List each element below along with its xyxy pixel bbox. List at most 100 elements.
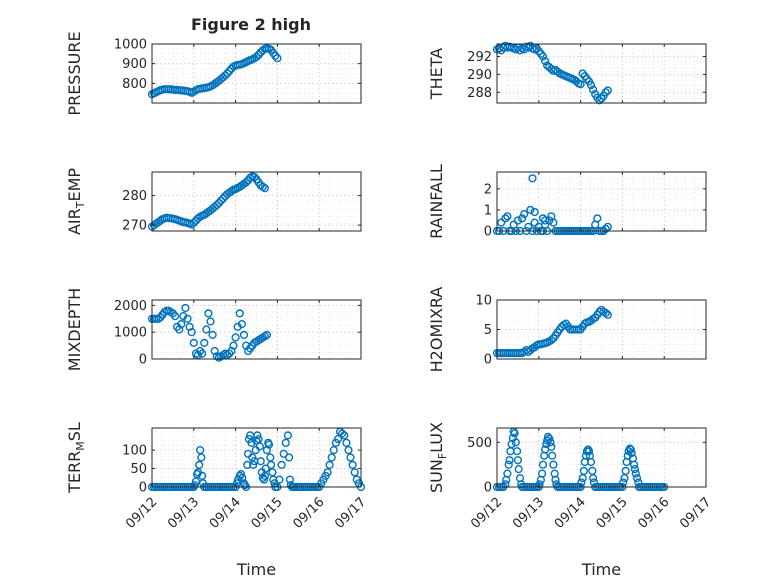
- data-point: [237, 320, 247, 329]
- data-point: [631, 469, 640, 478]
- data-point: [619, 478, 628, 487]
- data-point: [212, 200, 221, 210]
- data-point: [271, 51, 280, 60]
- x-axis-label: Time: [236, 560, 276, 579]
- y-axis-label-text: LUX: [427, 422, 446, 453]
- data-point: [236, 470, 246, 479]
- data-point: [223, 69, 232, 78]
- data-point: [200, 338, 209, 348]
- data-point: [524, 222, 533, 231]
- x-tick-label: 09/16: [290, 495, 327, 532]
- data-point: [219, 194, 228, 203]
- data-point: [190, 481, 199, 490]
- data-point: [262, 330, 272, 340]
- data-point: [238, 473, 247, 482]
- data-point: [204, 309, 213, 318]
- x-tick-label: 09/13: [165, 495, 202, 532]
- y-tick-label: 800: [122, 77, 147, 92]
- data-point: [593, 214, 602, 223]
- data-point: [285, 453, 294, 462]
- data-point: [538, 52, 548, 61]
- data-point: [501, 214, 510, 223]
- data-point: [193, 214, 203, 223]
- y-axis-label: TERRMSL: [65, 422, 87, 494]
- data-point: [627, 448, 636, 458]
- y-tick-label: 280: [122, 189, 147, 204]
- data-point: [279, 449, 288, 458]
- data-point: [156, 216, 165, 225]
- data-point: [261, 464, 270, 473]
- y-axis-label-text: RAINFALL: [427, 164, 446, 239]
- data-point: [505, 456, 514, 465]
- data-point: [258, 473, 267, 482]
- data-point: [545, 434, 554, 443]
- y-axis-label-subscript: T: [74, 201, 87, 209]
- data-point: [189, 218, 198, 227]
- y-tick-label: 900: [122, 57, 147, 72]
- x-axis-label: Time: [581, 560, 621, 579]
- data-point: [547, 442, 556, 451]
- x-tick-label: 09/17: [332, 495, 369, 532]
- data-point: [621, 466, 630, 476]
- data-point: [626, 445, 635, 454]
- data-point: [275, 475, 284, 484]
- axes-frame: [151, 427, 362, 488]
- y-tick-label: 290: [467, 68, 492, 83]
- data-point: [329, 446, 338, 455]
- y-tick-label: 0: [139, 481, 147, 496]
- axes-frame: [496, 43, 707, 104]
- data-point: [514, 465, 523, 474]
- data-point: [528, 174, 537, 183]
- data-point: [350, 468, 359, 477]
- data-point: [548, 451, 557, 460]
- data-point: [193, 350, 203, 360]
- subplot-h2omixra: 0 5 10 H2OMIXRA: [427, 287, 707, 373]
- data-point: [538, 460, 548, 469]
- data-point: [227, 187, 236, 196]
- y-axis-label-text: SUN: [427, 459, 446, 493]
- y-axis-label: H2OMIXRA: [427, 287, 446, 373]
- x-tick-label: 09/14: [207, 495, 244, 532]
- data-point: [576, 80, 585, 89]
- data-point: [586, 457, 596, 467]
- data-point: [513, 216, 523, 225]
- axes-frame: [151, 171, 362, 232]
- data-point: [253, 431, 262, 440]
- data-point: [267, 460, 276, 470]
- data-point: [338, 429, 347, 438]
- data-point: [501, 480, 510, 489]
- data-point: [239, 330, 249, 340]
- subplot-pressure: 800 900 1000 PRESSURE: [65, 31, 362, 116]
- y-tick-label: 50: [130, 462, 147, 477]
- y-tick-label: 1000: [114, 326, 147, 341]
- subplot-terrmsl: 0 50 100 09/12 09/13 09/14 09/15 09/16 09/17 TERR…: [65, 422, 369, 579]
- data-point: [197, 453, 206, 462]
- y-axis-label-text: MIXDEPTH: [65, 288, 84, 371]
- data-point: [170, 312, 180, 321]
- data-point: [285, 475, 295, 484]
- data-point: [242, 178, 251, 187]
- x-tick-label: 09/12: [123, 495, 160, 532]
- y-axis-label: PRESSURE: [65, 31, 84, 115]
- data-point: [283, 431, 293, 440]
- data-point: [551, 475, 560, 484]
- data-point: [601, 308, 610, 318]
- y-tick-label: 10: [475, 294, 492, 309]
- data-point: [535, 480, 544, 489]
- data-point: [515, 46, 525, 55]
- data-point: [629, 460, 639, 469]
- data-point: [537, 469, 547, 478]
- axes-background: [496, 427, 707, 488]
- y-tick-label: 0: [484, 481, 492, 496]
- x-tick-label: 09/14: [552, 495, 589, 532]
- data-point: [214, 198, 224, 208]
- series-points: [492, 305, 612, 358]
- data-point: [327, 453, 336, 462]
- x-tick-label: 09/15: [249, 495, 286, 532]
- data-point: [240, 481, 249, 490]
- data-point: [187, 328, 196, 337]
- data-point: [340, 431, 349, 440]
- data-point: [235, 309, 244, 318]
- axes-frame: [496, 427, 707, 488]
